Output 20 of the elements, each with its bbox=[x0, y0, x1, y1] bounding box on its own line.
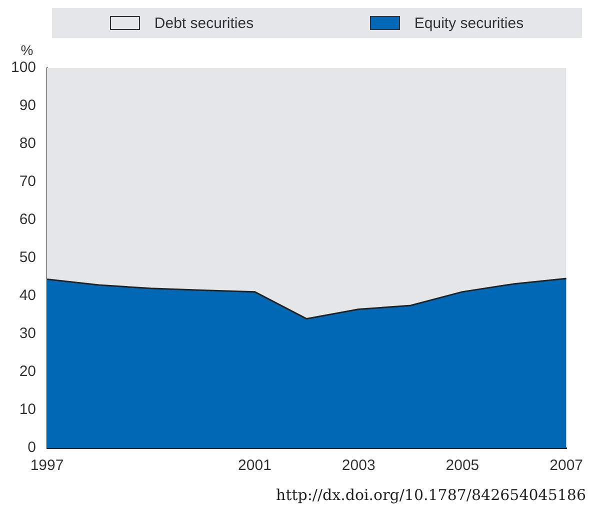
text: Debt securities bbox=[154, 14, 254, 32]
y-tick-label: 20 bbox=[19, 363, 36, 380]
y-tick-label: 80 bbox=[19, 135, 36, 152]
y-tick-label: 30 bbox=[19, 325, 36, 342]
y-tick-label: 100 bbox=[10, 59, 36, 76]
y-tick-label: 50 bbox=[19, 249, 36, 266]
legend-label: Equity securities bbox=[414, 14, 524, 32]
text: http://dx.doi.org/10.1787/842654045186 bbox=[275, 486, 586, 504]
y-tick-label: 0 bbox=[28, 439, 36, 456]
y-tick-label: 10 bbox=[19, 401, 36, 418]
x-tick-label: 1997 bbox=[30, 457, 64, 474]
x-tick-label: 2001 bbox=[238, 457, 272, 474]
y-axis-title: % bbox=[20, 42, 34, 58]
y-tick-label: 90 bbox=[19, 97, 36, 114]
x-tick-label: 2007 bbox=[550, 457, 584, 474]
x-tick-label: 2005 bbox=[446, 457, 480, 474]
y-tick-label: 60 bbox=[19, 211, 36, 228]
y-tick-label: 70 bbox=[19, 173, 36, 190]
y-tick-label: 40 bbox=[19, 287, 36, 304]
x-tick-label: 2003 bbox=[342, 457, 376, 474]
